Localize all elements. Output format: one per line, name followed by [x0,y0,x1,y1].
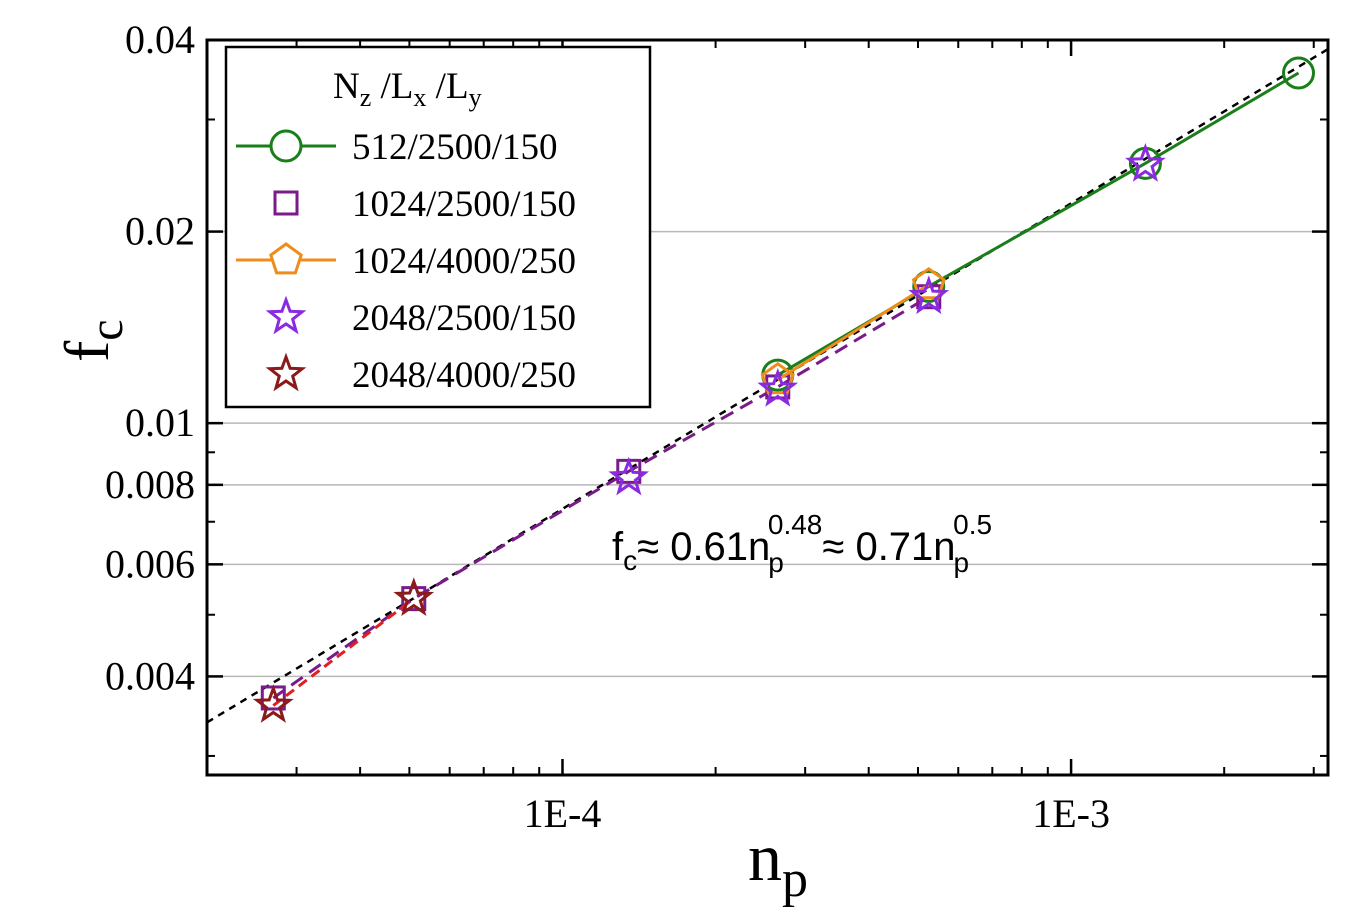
axis-ticks: 0.004 0.006 0.008 0.01 0.02 0.04 1E-4 1E-3 [105,17,1328,836]
legend-label: 2048/2500/150 [352,298,576,339]
legend-label: 1024/4000/250 [352,241,576,282]
plot-frame [205,38,1330,777]
legend-marker [269,129,303,163]
data-point [757,368,799,407]
x-tick-label: 1E-4 [524,791,602,836]
legend-marker [265,295,307,335]
data-point [911,266,946,300]
series-line [272,295,930,700]
legend-label: 512/2500/150 [352,127,558,168]
y-tick-label: 0.01 [125,400,195,445]
series-2048-4000-250 [252,577,435,723]
legend-box [224,45,652,409]
data-point [252,684,294,723]
series-1024-4000-250 [760,266,946,395]
y-tick-label: 0.02 [125,209,195,254]
legend-marker [265,352,307,392]
y-tick-label: 0.04 [125,17,195,62]
series-line [776,283,930,382]
legend: Nz /Lx /Ly 512/2500/150 1024/2500/150 1024… [224,45,652,409]
data-point [760,361,795,395]
data-point [908,275,950,315]
legend-label: 1024/2500/150 [352,184,576,225]
legend-title: Nz /Lx /Ly [333,66,482,112]
x-tick-label: 1E-3 [1032,791,1110,836]
y-tick-label: 0.008 [105,462,195,507]
y-axis-title: fc [51,319,133,362]
legend-marker [273,190,299,216]
legend-marker [269,242,303,275]
data-point [1282,56,1316,90]
data-point [1125,142,1166,182]
series-2048-2500-150 [608,142,1166,496]
data-point [912,269,946,303]
x-axis-title: np [748,819,808,908]
series-line [272,597,415,707]
y-tick-label: 0.006 [105,541,195,586]
series-group [252,56,1316,723]
data-point [393,577,435,616]
data-point [608,456,650,496]
fit-annotation: fc≈ 0.61np0.48≈ 0.71np0.5 [612,509,992,578]
y-tick-label: 0.004 [105,653,195,698]
legend-label: 2048/4000/250 [352,355,576,396]
